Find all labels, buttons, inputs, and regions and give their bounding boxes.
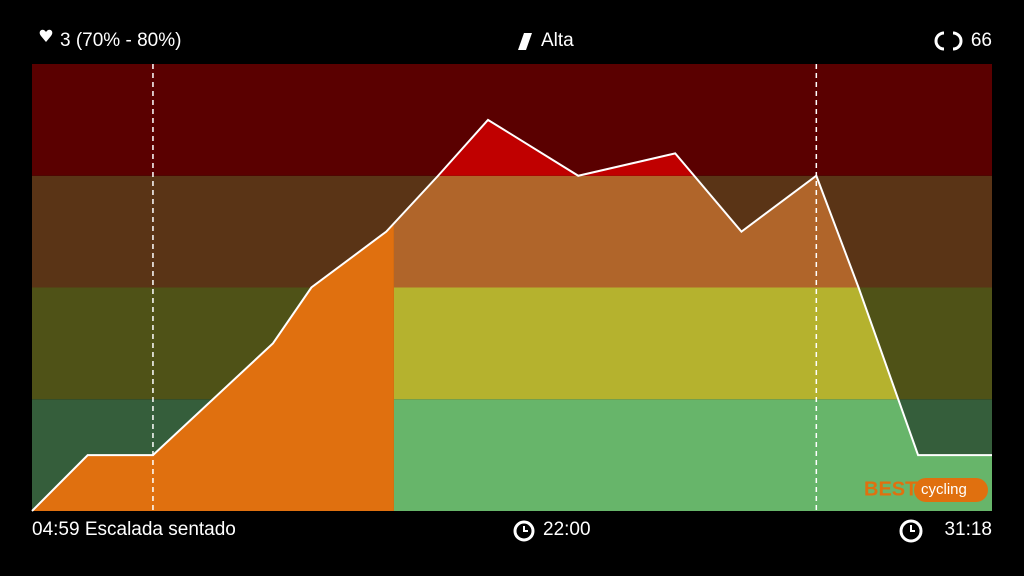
zone-label: 3 (70% - 80%) (60, 30, 181, 51)
zone-fill (393, 399, 992, 511)
logo-cycling: cycling (921, 481, 967, 498)
heart-icon (39, 29, 53, 42)
cadence-label: 66 (971, 30, 992, 51)
elapsed-time: 22:00 (543, 519, 591, 540)
profile-chart (31, 64, 992, 512)
clock-icon (513, 520, 535, 542)
total-time: 31:18 (944, 519, 992, 540)
logo-best: BEST (864, 478, 917, 500)
logo-badge (914, 478, 988, 502)
cadence-icon (934, 31, 963, 51)
intensity-icon (518, 33, 532, 50)
intensity-label: Alta (541, 30, 574, 51)
clock-icon (899, 519, 923, 543)
segment-label: 04:59 Escalada sentado (32, 519, 236, 540)
profile-line (31, 118, 992, 512)
